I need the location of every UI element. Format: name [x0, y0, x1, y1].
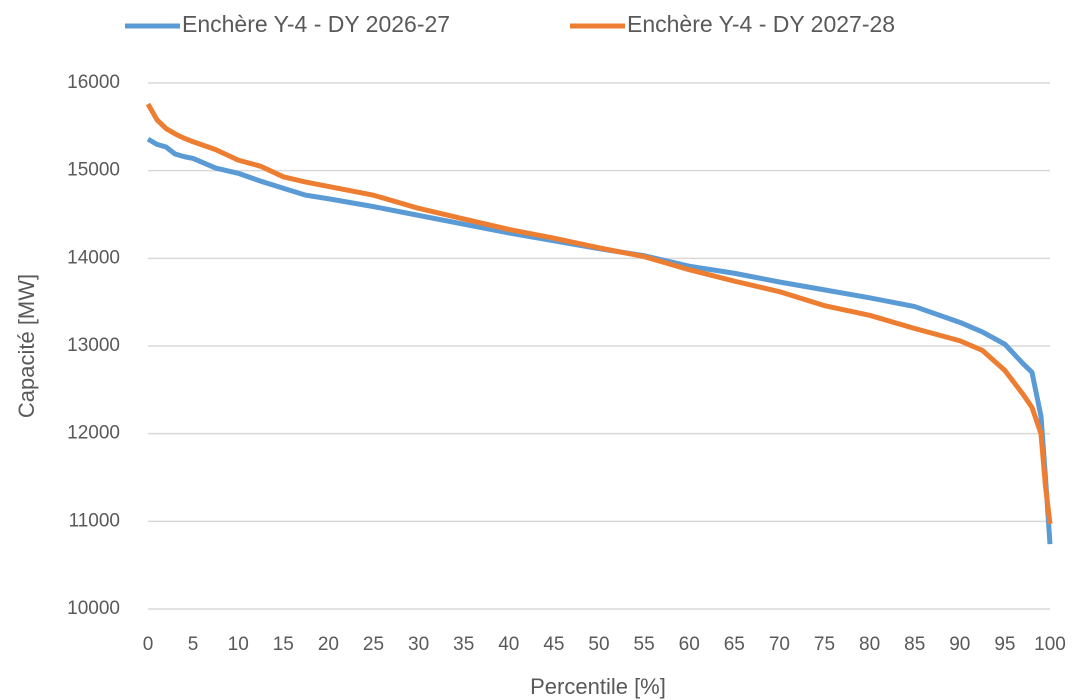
x-tick-label: 5	[188, 634, 199, 655]
x-tick-label: 10	[228, 634, 249, 655]
legend-label: Enchère Y-4 - DY 2026-27	[182, 11, 450, 37]
x-tick-label: 90	[949, 634, 970, 655]
x-tick-label: 15	[273, 634, 294, 655]
y-tick-label: 13000	[67, 335, 120, 356]
x-tick-label: 85	[904, 634, 925, 655]
x-tick-label: 0	[143, 634, 154, 655]
line-series	[146, 136, 1053, 545]
x-tick-label: 50	[588, 634, 609, 655]
x-tick-label: 100	[1034, 634, 1066, 655]
x-tick-label: 40	[498, 634, 519, 655]
legend-label: Enchère Y-4 - DY 2027-28	[627, 11, 895, 37]
x-tick-label: 75	[814, 634, 835, 655]
x-tick-label: 70	[769, 634, 790, 655]
y-tick-label: 15000	[67, 160, 120, 181]
x-axis-title: Percentile [%]	[530, 674, 666, 699]
x-tick-label: 35	[453, 634, 474, 655]
y-tick-label: 16000	[67, 72, 120, 93]
x-tick-label: 95	[994, 634, 1015, 655]
y-tick-label: 11000	[69, 510, 120, 531]
x-tick-label: 45	[543, 634, 564, 655]
y-tick-label: 12000	[67, 423, 120, 444]
y-axis-title: Capacité [MW]	[14, 274, 39, 418]
x-tick-label: 55	[634, 634, 655, 655]
x-tick-label: 65	[724, 634, 745, 655]
x-tick-label: 20	[318, 634, 339, 655]
x-tick-label: 30	[408, 634, 429, 655]
line-series	[145, 102, 1053, 525]
y-tick-label: 10000	[67, 598, 120, 619]
y-tick-label: 14000	[67, 247, 120, 268]
x-tick-label: 80	[859, 634, 880, 655]
x-tick-label: 60	[679, 634, 700, 655]
x-tick-label: 25	[363, 634, 384, 655]
